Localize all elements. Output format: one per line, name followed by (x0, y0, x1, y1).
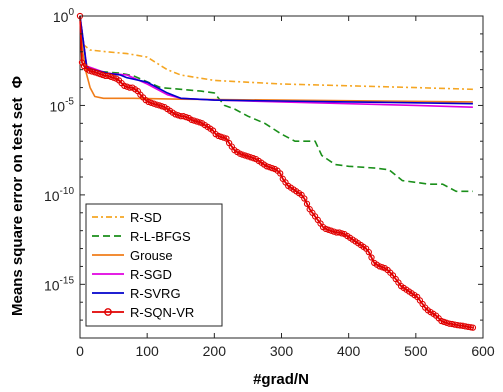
series-point-r-sqn-vr (153, 101, 160, 108)
series-point-r-sqn-vr (365, 248, 372, 256)
x-tick-label: 200 (203, 343, 227, 359)
legend-label: R-L-BFGS (130, 229, 191, 244)
series-point-r-sqn-vr (244, 153, 252, 160)
x-tick-label: 0 (76, 343, 84, 359)
series-point-r-sqn-vr (191, 117, 198, 124)
series-point-r-sqn-vr (121, 82, 128, 89)
y-tick-base: 10 (50, 98, 66, 114)
x-tick-label: 500 (404, 343, 428, 359)
series-point-r-sqn-vr (338, 230, 346, 237)
legend-marker (104, 308, 112, 316)
legend-box (85, 203, 223, 327)
y-axis-label: Means square error on test set Φ (9, 76, 26, 316)
y-tick-label: 10-15 (44, 275, 74, 293)
legend: R-SD R-L-BFGS Grouse R-SGD R-SVRG R-SQN-VR (85, 203, 223, 327)
y-tick-exponent: -5 (65, 96, 74, 107)
series-point-r-sqn-vr (322, 225, 329, 233)
legend-label: Grouse (130, 248, 173, 263)
x-tick-label: 400 (337, 343, 361, 359)
series-point-r-sqn-vr (180, 113, 187, 120)
series-point-r-sqn-vr (301, 195, 308, 202)
series-point-r-sqn-vr (266, 164, 273, 171)
y-tick-label: 10-5 (50, 96, 75, 114)
series-point-r-sqn-vr (250, 155, 257, 162)
series-point-r-sqn-vr (277, 170, 284, 177)
y-tick-label: 100 (53, 7, 75, 25)
y-tick-base: 10 (44, 188, 60, 204)
y-axis-label-symbol: Φ (9, 76, 26, 88)
series-point-r-sqn-vr (148, 99, 155, 106)
series-point-r-sqn-vr (145, 98, 152, 106)
y-tick-label: 10-10 (44, 186, 74, 204)
y-tick-base: 10 (53, 9, 69, 25)
y-tick-exponent: 0 (68, 7, 74, 18)
y-tick-exponent: -10 (60, 186, 75, 197)
series-point-r-sqn-vr (325, 226, 332, 233)
series-point-r-sqn-vr (105, 72, 112, 80)
y-tick-base: 10 (44, 277, 60, 293)
series-point-r-sqn-vr (126, 84, 133, 91)
series-point-r-sqn-vr (247, 154, 254, 161)
series-point-r-sqn-vr (328, 227, 335, 234)
series-point-r-sqn-vr (158, 103, 166, 110)
series-point-r-sqn-vr (376, 263, 383, 270)
series-line-r-l-bfgs (79, 15, 473, 193)
series-point-r-sqn-vr (182, 113, 190, 121)
series-point-r-sqn-vr (263, 163, 270, 170)
series-point-r-sqn-vr (239, 151, 246, 158)
series-point-r-sqn-vr (469, 324, 477, 331)
y-tick-exponent: -15 (60, 275, 75, 286)
series-point-r-sqn-vr (440, 318, 448, 326)
series-point-r-sqn-vr (107, 73, 115, 80)
series-point-r-sqn-vr (110, 74, 117, 81)
series-point-r-sqn-vr (217, 133, 225, 140)
legend-label: R-SGD (130, 267, 172, 282)
series-point-r-sqn-vr (94, 70, 101, 77)
legend-label: R-SD (130, 210, 162, 225)
series-point-r-sqn-vr (193, 118, 201, 125)
series-point-r-sqn-vr (268, 164, 276, 172)
series-point-r-sqn-vr (150, 100, 158, 107)
legend-label: R-SVRG (130, 286, 181, 301)
series-point-r-sqn-vr (242, 152, 249, 159)
series-point-r-sqn-vr (223, 135, 230, 142)
y-axis-label-text: Means square error on test set (9, 98, 26, 316)
series-group (76, 12, 477, 331)
series-point-r-sqn-vr (88, 68, 96, 75)
series-line-r-sd (79, 15, 473, 91)
x-tick-label: 600 (471, 343, 495, 359)
series-point-r-sqn-vr (188, 116, 195, 123)
series-point-r-sqn-vr (220, 134, 227, 141)
series-line-r-sqn-vr (79, 15, 474, 329)
x-tick-label: 100 (135, 343, 159, 359)
series-point-r-sqn-vr (172, 111, 179, 118)
series-point-r-sqn-vr (91, 69, 98, 76)
x-tick-label: 300 (270, 343, 294, 359)
series-point-r-sqn-vr (86, 67, 93, 74)
x-axis-label: #grad/N (253, 371, 309, 388)
series-point-r-sqn-vr (368, 254, 375, 261)
series-point-r-sqn-vr (303, 200, 311, 207)
legend-label: R-SQN-VR (130, 305, 194, 320)
